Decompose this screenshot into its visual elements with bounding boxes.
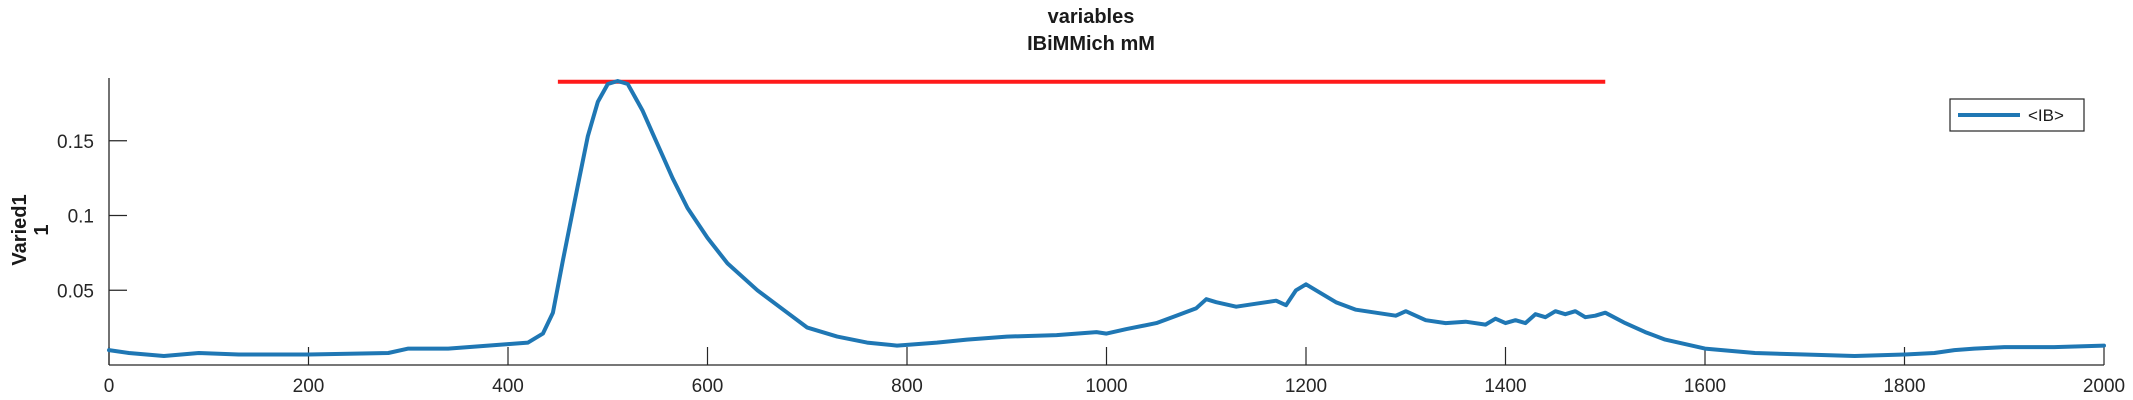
y-tick-label: 0.15 (57, 132, 94, 153)
x-tick-label: 1200 (1285, 376, 1327, 397)
series-line (107, 79, 2106, 358)
x-tick-label: 1800 (1883, 376, 1925, 397)
ticks: 0 200 400 600 800 1000 1200 1400 1600 1800 2000 0.0… (57, 132, 2125, 397)
legend: <IB> (1949, 98, 2085, 132)
x-tick-label: 2000 (2083, 376, 2125, 397)
y-axis-label-line2: 1 (31, 224, 53, 235)
x-tick-label: 1400 (1484, 376, 1526, 397)
x-tick-label: 400 (492, 376, 524, 397)
x-tick-label: 200 (293, 376, 325, 397)
x-tick-label: 1000 (1085, 376, 1127, 397)
y-tick-label: 0.05 (57, 281, 94, 302)
x-tick-label: 0 (104, 376, 115, 397)
x-tick-label: 1600 (1684, 376, 1726, 397)
legend-entry-label: <IB> (2028, 106, 2064, 125)
y-axis-label: Varied1 1 (9, 194, 53, 265)
x-tick-label: 600 (692, 376, 724, 397)
y-tick-label: 0.1 (68, 207, 94, 228)
x-tick-label: 800 (891, 376, 923, 397)
plot-area (107, 79, 2106, 358)
chart-title-line1: variables (1048, 6, 1135, 28)
chart-title-line2: IBiMMich mM (1027, 33, 1155, 55)
axes (108, 78, 2104, 366)
y-axis-label-line1: Varied1 (9, 194, 31, 265)
